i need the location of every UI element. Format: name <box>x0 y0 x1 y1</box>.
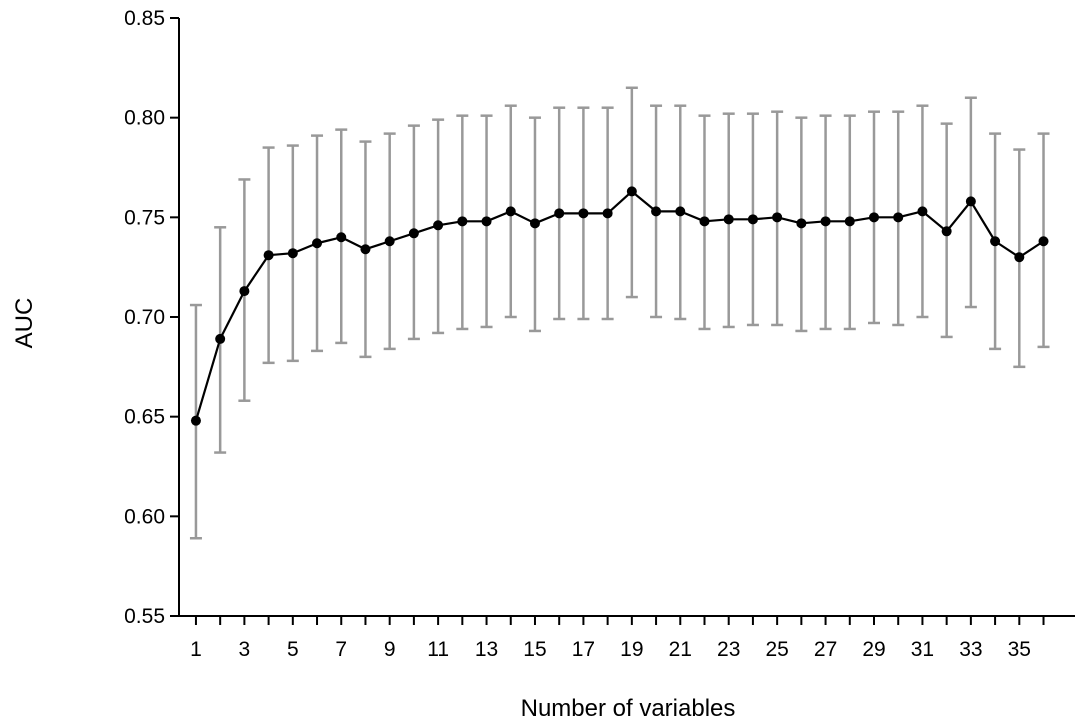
x-tick-label: 11 <box>427 638 449 661</box>
x-tick-label: 21 <box>669 638 692 661</box>
data-point <box>602 208 613 219</box>
data-point <box>433 220 444 231</box>
y-tick-label: 0.55 <box>124 605 165 628</box>
data-point <box>965 196 976 207</box>
data-point <box>384 236 395 247</box>
data-point <box>239 286 250 297</box>
y-tick-label: 0.70 <box>124 306 165 329</box>
data-point <box>529 218 540 229</box>
x-tick-label: 23 <box>717 638 740 661</box>
y-tick-label: 0.60 <box>124 505 165 528</box>
data-point <box>772 212 783 223</box>
x-tick-label: 17 <box>572 638 595 661</box>
data-point <box>626 186 637 197</box>
x-tick-label: 1 <box>190 638 202 661</box>
data-point <box>408 228 419 239</box>
x-tick-label: 9 <box>384 638 396 661</box>
x-axis-title: Number of variables <box>521 695 736 722</box>
x-tick-label: 25 <box>765 638 788 661</box>
data-point <box>287 248 298 259</box>
y-tick-label: 0.85 <box>124 7 165 30</box>
y-tick-label: 0.75 <box>124 206 165 229</box>
data-point <box>723 214 734 225</box>
x-tick-label: 7 <box>335 638 347 661</box>
y-axis-title: AUC <box>11 298 38 349</box>
data-point <box>360 244 371 255</box>
data-point <box>675 206 686 217</box>
data-point <box>844 216 855 227</box>
x-tick-label: 15 <box>523 638 546 661</box>
data-point <box>481 216 492 227</box>
x-tick-label: 35 <box>1008 638 1031 661</box>
data-point <box>820 216 831 227</box>
data-point <box>990 236 1001 247</box>
data-point <box>190 415 201 426</box>
data-point <box>457 216 468 227</box>
data-point <box>893 212 904 223</box>
data-point <box>796 218 807 229</box>
data-point <box>651 206 662 217</box>
data-point <box>263 250 274 261</box>
series-line <box>194 190 1045 421</box>
data-point <box>699 216 710 227</box>
x-tick-label: 27 <box>814 638 837 661</box>
x-tick-label: 29 <box>862 638 885 661</box>
data-point <box>917 206 928 217</box>
data-point <box>1014 252 1025 263</box>
axes <box>178 18 1075 617</box>
x-tick-label: 3 <box>239 638 251 661</box>
ticks: 0.550.600.650.700.750.800.851 3 5 7 9 11 13 15 1… <box>124 7 1045 661</box>
data-points <box>190 186 1049 426</box>
data-point <box>941 226 952 237</box>
data-point <box>336 232 347 243</box>
x-tick-label: 33 <box>959 638 982 661</box>
data-point <box>215 333 226 344</box>
data-point <box>505 206 516 217</box>
data-point <box>312 238 323 249</box>
x-tick-label: 13 <box>475 638 498 661</box>
auc-line <box>194 190 1045 421</box>
y-tick-label: 0.65 <box>124 406 165 429</box>
data-point <box>1038 236 1049 247</box>
data-point <box>578 208 589 219</box>
data-point <box>554 208 565 219</box>
x-tick-label: 5 <box>287 638 299 661</box>
x-tick-label: 19 <box>620 638 643 661</box>
x-tick-label: 31 <box>911 638 934 661</box>
data-point <box>747 214 758 225</box>
data-point <box>869 212 880 223</box>
error-bars <box>189 86 1050 540</box>
y-tick-label: 0.80 <box>124 107 165 130</box>
